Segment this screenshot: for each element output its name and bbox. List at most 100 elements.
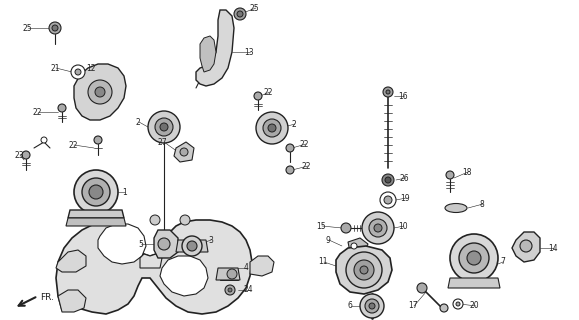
Polygon shape <box>448 278 500 288</box>
Text: 8: 8 <box>480 199 485 209</box>
Text: 25: 25 <box>22 23 32 33</box>
Text: 2: 2 <box>136 117 141 126</box>
Circle shape <box>74 170 118 214</box>
Circle shape <box>234 8 246 20</box>
Circle shape <box>346 252 382 288</box>
Polygon shape <box>250 256 274 276</box>
Circle shape <box>520 240 532 252</box>
Circle shape <box>150 215 160 225</box>
Polygon shape <box>160 256 208 296</box>
Text: 20: 20 <box>470 301 479 310</box>
Circle shape <box>95 87 105 97</box>
Polygon shape <box>140 254 162 268</box>
Text: FR.: FR. <box>40 292 54 301</box>
Circle shape <box>369 303 375 309</box>
Circle shape <box>88 80 112 104</box>
Circle shape <box>456 302 460 306</box>
Circle shape <box>94 136 102 144</box>
Text: 15: 15 <box>316 221 325 230</box>
Circle shape <box>49 22 61 34</box>
Circle shape <box>180 215 190 225</box>
Text: 18: 18 <box>462 167 471 177</box>
Polygon shape <box>74 64 126 120</box>
Text: 3: 3 <box>208 236 213 244</box>
Polygon shape <box>68 210 124 218</box>
Circle shape <box>385 177 391 183</box>
Circle shape <box>268 124 276 132</box>
Polygon shape <box>216 268 240 280</box>
Text: 9: 9 <box>326 236 331 244</box>
Text: 7: 7 <box>500 258 505 267</box>
Text: 21: 21 <box>50 63 60 73</box>
Text: 10: 10 <box>398 221 408 230</box>
Text: 12: 12 <box>86 63 96 73</box>
Circle shape <box>384 196 392 204</box>
Text: 25: 25 <box>250 4 259 12</box>
Text: 19: 19 <box>400 194 409 203</box>
Circle shape <box>374 224 382 232</box>
Circle shape <box>467 251 481 265</box>
Circle shape <box>369 219 387 237</box>
Polygon shape <box>200 36 216 72</box>
Circle shape <box>450 234 498 282</box>
Polygon shape <box>176 240 208 252</box>
Text: 6: 6 <box>348 301 353 310</box>
Circle shape <box>362 212 394 244</box>
Circle shape <box>71 65 85 79</box>
Circle shape <box>225 285 235 295</box>
Circle shape <box>365 299 379 313</box>
Circle shape <box>75 69 81 75</box>
Circle shape <box>89 185 103 199</box>
Circle shape <box>180 148 188 156</box>
Circle shape <box>158 238 170 250</box>
Text: 16: 16 <box>398 92 408 100</box>
Circle shape <box>82 178 110 206</box>
Circle shape <box>263 119 281 137</box>
Text: 11: 11 <box>318 258 328 267</box>
Polygon shape <box>196 10 234 86</box>
Text: 2: 2 <box>292 119 297 129</box>
Polygon shape <box>512 232 540 262</box>
Circle shape <box>237 11 243 17</box>
Circle shape <box>155 118 173 136</box>
Text: 22: 22 <box>264 87 273 97</box>
Polygon shape <box>66 218 126 226</box>
Circle shape <box>341 223 351 233</box>
Circle shape <box>351 243 357 249</box>
Circle shape <box>459 243 489 273</box>
Text: 22: 22 <box>68 140 78 149</box>
Text: 1: 1 <box>122 188 127 196</box>
Circle shape <box>52 25 58 31</box>
Text: 27: 27 <box>158 138 168 147</box>
Polygon shape <box>336 246 392 294</box>
Circle shape <box>380 192 396 208</box>
Text: 26: 26 <box>400 173 409 182</box>
Text: 13: 13 <box>244 47 254 57</box>
Polygon shape <box>56 220 252 314</box>
Circle shape <box>440 304 448 312</box>
Circle shape <box>58 104 66 112</box>
Circle shape <box>383 87 393 97</box>
Text: 4: 4 <box>244 263 249 273</box>
Polygon shape <box>174 142 194 162</box>
Circle shape <box>386 90 390 94</box>
Text: 24: 24 <box>244 285 254 294</box>
Circle shape <box>354 260 374 280</box>
Polygon shape <box>220 270 238 280</box>
Polygon shape <box>58 290 86 312</box>
Text: 17: 17 <box>408 301 417 310</box>
Text: 14: 14 <box>548 244 558 252</box>
Circle shape <box>254 92 262 100</box>
Circle shape <box>446 171 454 179</box>
Text: 22: 22 <box>300 140 310 148</box>
Circle shape <box>227 269 237 279</box>
Polygon shape <box>348 238 368 252</box>
Text: 23: 23 <box>14 150 24 159</box>
Circle shape <box>22 151 30 159</box>
Circle shape <box>453 299 463 309</box>
Text: 5: 5 <box>138 239 143 249</box>
Text: 22: 22 <box>302 162 312 171</box>
Circle shape <box>286 144 294 152</box>
Polygon shape <box>98 224 146 264</box>
Circle shape <box>187 241 197 251</box>
